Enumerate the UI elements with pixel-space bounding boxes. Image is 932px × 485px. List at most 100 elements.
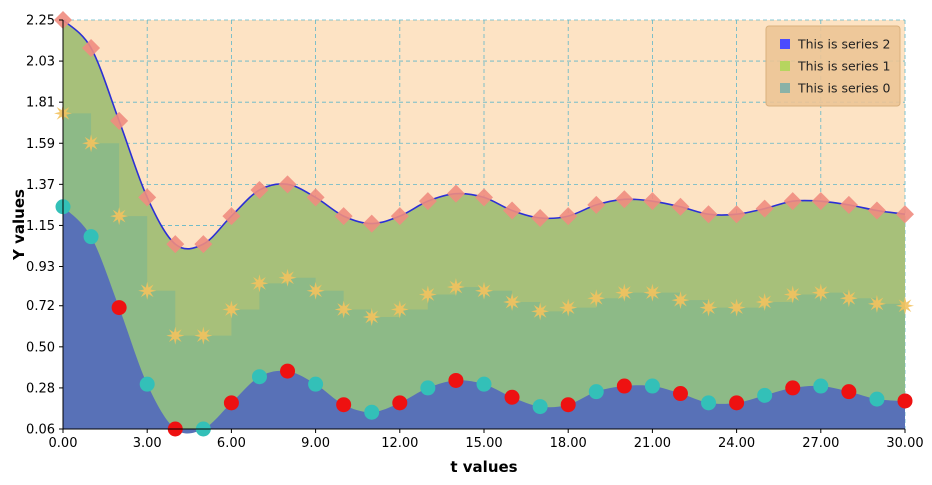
series-2-point	[278, 175, 297, 194]
series-2-point	[811, 192, 830, 211]
x-tick-label: 21.00	[634, 436, 671, 451]
series-2-point	[138, 188, 157, 207]
series-0-area	[63, 206, 905, 434]
y-tick-label: 1.15	[26, 219, 55, 234]
series-1-point	[362, 307, 381, 326]
series-0-point	[588, 384, 604, 400]
series-1-point	[390, 300, 409, 319]
series-0-point	[701, 395, 717, 411]
series-0-point	[532, 399, 548, 415]
series-2-markers	[54, 11, 914, 254]
series-2-point	[334, 207, 353, 226]
x-tick-label: 3.00	[133, 436, 162, 451]
series-0-point	[841, 384, 857, 400]
series-0-point	[644, 378, 660, 394]
series-2-point	[418, 192, 437, 211]
series-2-point	[699, 205, 718, 224]
series-1-point	[615, 283, 634, 302]
series-0-point	[223, 395, 239, 411]
series-1-point	[418, 285, 437, 304]
series-2-point	[727, 205, 746, 224]
y-tick-label: 1.37	[26, 178, 55, 193]
series-1-point	[138, 281, 157, 300]
x-axis-title: t values	[450, 458, 517, 476]
legend-label: This is series 2	[797, 37, 890, 52]
series-1-point	[531, 302, 550, 321]
y-tick-label: 0.93	[26, 260, 55, 275]
series-1-point	[783, 285, 802, 304]
series-2-point	[390, 207, 409, 226]
series-1-point	[503, 293, 522, 311]
series-1-point	[559, 298, 578, 317]
series-0-point	[785, 380, 801, 396]
x-tick-label: 24.00	[718, 436, 755, 451]
series-1-point	[867, 294, 886, 313]
series-2-point	[867, 201, 886, 220]
series-1-point	[334, 300, 353, 319]
x-tick-label: 6.00	[217, 436, 246, 451]
series-2-point	[531, 208, 550, 227]
y-tick-label: 0.72	[26, 299, 55, 314]
legend-label: This is series 1	[797, 59, 890, 74]
series-0-point	[869, 391, 885, 407]
series-0-point	[897, 393, 913, 409]
series-2-point	[166, 235, 185, 254]
legend-label: This is series 0	[797, 81, 890, 96]
series-1-point	[839, 289, 858, 308]
series-1-point	[896, 296, 914, 315]
series-1-point	[110, 207, 129, 226]
series-2-point	[503, 201, 522, 220]
legend-swatch	[780, 61, 790, 71]
series-0-point	[392, 395, 408, 411]
series-1-markers	[54, 104, 914, 345]
series-0-point	[280, 363, 296, 379]
series-1-point	[166, 326, 185, 345]
series-0-point	[420, 380, 436, 396]
series-1-area	[63, 113, 905, 429]
series-1-point	[475, 281, 493, 300]
x-tick-label: 18.00	[550, 436, 587, 451]
x-tick-label: 27.00	[802, 436, 839, 451]
series-0-point	[813, 378, 829, 394]
series-0-point	[336, 397, 352, 413]
x-tick-label: 15.00	[465, 436, 502, 451]
series-2-point	[194, 235, 213, 254]
series-0-point	[251, 369, 267, 385]
series-0-point	[560, 397, 576, 413]
series-2-point	[250, 180, 269, 199]
series-0-point	[364, 404, 380, 420]
series-0-point	[448, 372, 464, 388]
series-0-point	[83, 229, 99, 245]
y-tick-label: 1.59	[26, 137, 55, 152]
series-2-point	[587, 195, 606, 214]
series-1-point	[278, 268, 297, 287]
series-1-point	[643, 283, 662, 302]
series-1-point	[82, 134, 101, 153]
series-2-point	[896, 205, 914, 224]
y-tick-label: 2.03	[26, 55, 55, 70]
series-2-point	[82, 39, 101, 58]
series-2-point	[559, 207, 578, 226]
x-tick-label: 0.00	[49, 436, 78, 451]
series-2-point	[306, 188, 325, 207]
series-0-point	[476, 376, 492, 392]
legend-swatch	[780, 39, 790, 49]
series-2-point	[783, 192, 802, 211]
y-tick-label: 1.81	[26, 96, 55, 111]
y-axis-title: Y values	[10, 189, 28, 261]
series-1-point	[755, 293, 774, 311]
series-2-point	[222, 207, 241, 226]
series-0-markers	[55, 199, 913, 437]
series-2-point	[643, 192, 662, 211]
series-0-point	[616, 378, 632, 394]
series-1-point	[306, 281, 325, 300]
series-1-point	[699, 298, 718, 317]
series-1-point	[194, 326, 213, 345]
series-2-point	[839, 195, 858, 214]
series-0-point	[111, 300, 127, 316]
x-tick-label: 9.00	[301, 436, 330, 451]
legend-box	[765, 25, 901, 107]
series-1-point	[671, 291, 690, 310]
